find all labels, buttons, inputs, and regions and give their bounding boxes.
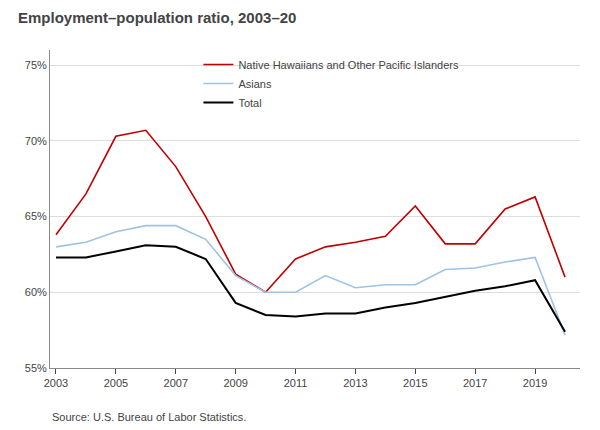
svg-text:75%: 75% — [25, 59, 47, 71]
svg-text:2011: 2011 — [284, 377, 308, 389]
svg-text:Employment–population ratio, 2: Employment–population ratio, 2003–20 — [18, 9, 296, 26]
svg-text:2015: 2015 — [403, 377, 427, 389]
svg-text:2005: 2005 — [104, 377, 128, 389]
svg-text:2003: 2003 — [44, 377, 68, 389]
svg-text:Source: U.S. Bureau of Labor S: Source: U.S. Bureau of Labor Statistics. — [52, 411, 246, 423]
svg-text:2009: 2009 — [223, 377, 247, 389]
svg-text:2007: 2007 — [164, 377, 188, 389]
svg-text:Asians: Asians — [238, 78, 272, 90]
svg-text:2017: 2017 — [463, 377, 487, 389]
svg-text:70%: 70% — [25, 135, 47, 147]
svg-text:Native Hawaiians and Other Pac: Native Hawaiians and Other Pacific Islan… — [238, 59, 459, 71]
svg-text:55%: 55% — [25, 362, 47, 374]
svg-text:2019: 2019 — [523, 377, 547, 389]
svg-text:65%: 65% — [25, 210, 47, 222]
svg-text:60%: 60% — [25, 286, 47, 298]
svg-text:2013: 2013 — [343, 377, 367, 389]
svg-text:Total: Total — [238, 97, 261, 109]
